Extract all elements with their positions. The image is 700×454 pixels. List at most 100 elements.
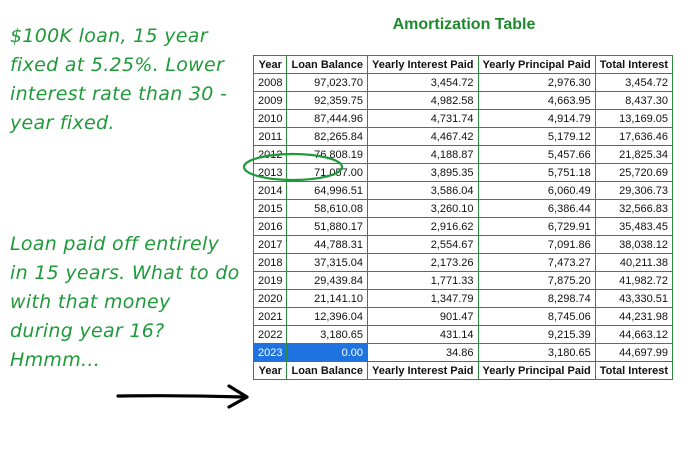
year-cell: 2023 — [252, 343, 288, 362]
value-cell: 3,260.10 — [367, 199, 479, 218]
value-cell: 29,306.73 — [594, 181, 674, 200]
value-cell: 44,231.98 — [594, 307, 674, 326]
value-cell: 5,751.18 — [477, 163, 596, 182]
year-cell: 2020 — [252, 289, 288, 308]
column-header: Yearly Interest Paid — [367, 361, 479, 380]
year-cell: 2012 — [252, 145, 288, 164]
table-row: 2021 12,396.04 901.47 8,745.06 44,231.98 — [252, 307, 674, 326]
year-cell: 2008 — [252, 73, 288, 92]
column-header: Loan Balance — [286, 361, 369, 380]
year-cell: 2011 — [252, 127, 288, 146]
value-cell: 40,211.38 — [594, 253, 674, 272]
value-cell: 4,914.79 — [477, 109, 596, 128]
value-cell: 6,729.91 — [477, 217, 596, 236]
year-cell: 2019 — [252, 271, 288, 290]
value-cell: 43,330.51 — [594, 289, 674, 308]
column-header: Loan Balance — [286, 55, 369, 74]
value-cell: 44,697.99 — [594, 343, 674, 362]
value-cell: 3,454.72 — [367, 73, 479, 92]
value-cell: 35,483.45 — [594, 217, 674, 236]
year-cell: 2018 — [252, 253, 288, 272]
table-row: 2022 3,180.65 431.14 9,215.39 44,663.12 — [252, 325, 674, 344]
footer-row: Year Loan Balance Yearly Interest Paid Year… — [252, 361, 674, 380]
table-row: 2018 37,315.04 2,173.26 7,473.27 40,211.38 — [252, 253, 674, 272]
value-cell: 7,875.20 — [477, 271, 596, 290]
table-title: Amortization Table — [392, 16, 536, 33]
value-cell: 21,141.10 — [286, 289, 369, 308]
value-cell: 58,610.08 — [286, 199, 369, 218]
value-cell: 2,916.62 — [367, 217, 479, 236]
table-row: 2023 0.00 34.86 3,180.65 44,697.99 — [252, 343, 674, 362]
value-cell: 13,169.05 — [594, 109, 674, 128]
year-cell: 2017 — [252, 235, 288, 254]
value-cell: 8,745.06 — [477, 307, 596, 326]
column-header: Year — [252, 361, 288, 380]
value-cell: 6,060.49 — [477, 181, 596, 200]
value-cell: 2,976.30 — [477, 73, 596, 92]
value-cell: 71,057.00 — [286, 163, 369, 182]
value-cell: 0.00 — [286, 343, 369, 362]
value-cell: 2,554.67 — [367, 235, 479, 254]
year-cell: 2014 — [252, 181, 288, 200]
table-row: 2019 29,439.84 1,771.33 7,875.20 41,982.72 — [252, 271, 674, 290]
arrow-right-icon — [116, 384, 249, 409]
value-cell: 4,188.87 — [367, 145, 479, 164]
value-cell: 5,457.66 — [477, 145, 596, 164]
value-cell: 7,473.27 — [477, 253, 596, 272]
value-cell: 3,454.72 — [594, 73, 674, 92]
table-row: 2011 82,265.84 4,467.42 5,179.12 17,636.46 — [252, 127, 674, 146]
value-cell: 64,996.51 — [286, 181, 369, 200]
year-cell: 2013 — [252, 163, 288, 182]
value-cell: 1,347.79 — [367, 289, 479, 308]
value-cell: 97,023.70 — [286, 73, 369, 92]
year-cell: 2021 — [252, 307, 288, 326]
value-cell: 4,467.42 — [367, 127, 479, 146]
value-cell: 1,771.33 — [367, 271, 479, 290]
value-cell: 8,437.30 — [594, 91, 674, 110]
value-cell: 6,386.44 — [477, 199, 596, 218]
column-header: Yearly Principal Paid — [477, 55, 596, 74]
value-cell: 12,396.04 — [286, 307, 369, 326]
annotation-top: $100K loan, 15 year fixed at 5.25%. Lowe… — [10, 25, 228, 134]
year-cell: 2016 — [252, 217, 288, 236]
column-header: Total Interest — [594, 55, 674, 74]
value-cell: 4,982.58 — [367, 91, 479, 110]
table-row: 2009 92,359.75 4,982.58 4,663.95 8,437.30 — [252, 91, 674, 110]
year-cell: 2010 — [252, 109, 288, 128]
value-cell: 44,788.31 — [286, 235, 369, 254]
amortization-table: Year Loan Balance Yearly Interest Paid Year… — [252, 55, 674, 380]
value-cell: 901.47 — [367, 307, 479, 326]
year-cell: 2022 — [252, 325, 288, 344]
column-header: Yearly Interest Paid — [367, 55, 479, 74]
value-cell: 3,586.04 — [367, 181, 479, 200]
table-row: 2015 58,610.08 3,260.10 6,386.44 32,566.83 — [252, 199, 674, 218]
value-cell: 92,359.75 — [286, 91, 369, 110]
value-cell: 3,180.65 — [286, 325, 369, 344]
value-cell: 4,731.74 — [367, 109, 479, 128]
value-cell: 431.14 — [367, 325, 479, 344]
table-row: 2017 44,788.31 2,554.67 7,091.86 38,038.12 — [252, 235, 674, 254]
value-cell: 32,566.83 — [594, 199, 674, 218]
column-header: Total Interest — [594, 361, 674, 380]
value-cell: 82,265.84 — [286, 127, 369, 146]
value-cell: 34.86 — [367, 343, 479, 362]
value-cell: 87,444.96 — [286, 109, 369, 128]
table-row: 2016 51,880.17 2,916.62 6,729.91 35,483.45 — [252, 217, 674, 236]
value-cell: 7,091.86 — [477, 235, 596, 254]
value-cell: 9,215.39 — [477, 325, 596, 344]
table-row: 2014 64,996.51 3,586.04 6,060.49 29,306.73 — [252, 181, 674, 200]
table-row: 2020 21,141.10 1,347.79 8,298.74 43,330.51 — [252, 289, 674, 308]
column-header: Yearly Principal Paid — [477, 361, 596, 380]
value-cell: 51,880.17 — [286, 217, 369, 236]
value-cell: 21,825.34 — [594, 145, 674, 164]
value-cell: 5,179.12 — [477, 127, 596, 146]
table-row: 2013 71,057.00 3,895.35 5,751.18 25,720.69 — [252, 163, 674, 182]
value-cell: 29,439.84 — [286, 271, 369, 290]
annotation-bottom: Loan paid off entirely in 15 years. What… — [10, 233, 240, 371]
value-cell: 38,038.12 — [594, 235, 674, 254]
column-header: Year — [252, 55, 288, 74]
value-cell: 17,636.46 — [594, 127, 674, 146]
year-cell: 2009 — [252, 91, 288, 110]
value-cell: 37,315.04 — [286, 253, 369, 272]
value-cell: 4,663.95 — [477, 91, 596, 110]
